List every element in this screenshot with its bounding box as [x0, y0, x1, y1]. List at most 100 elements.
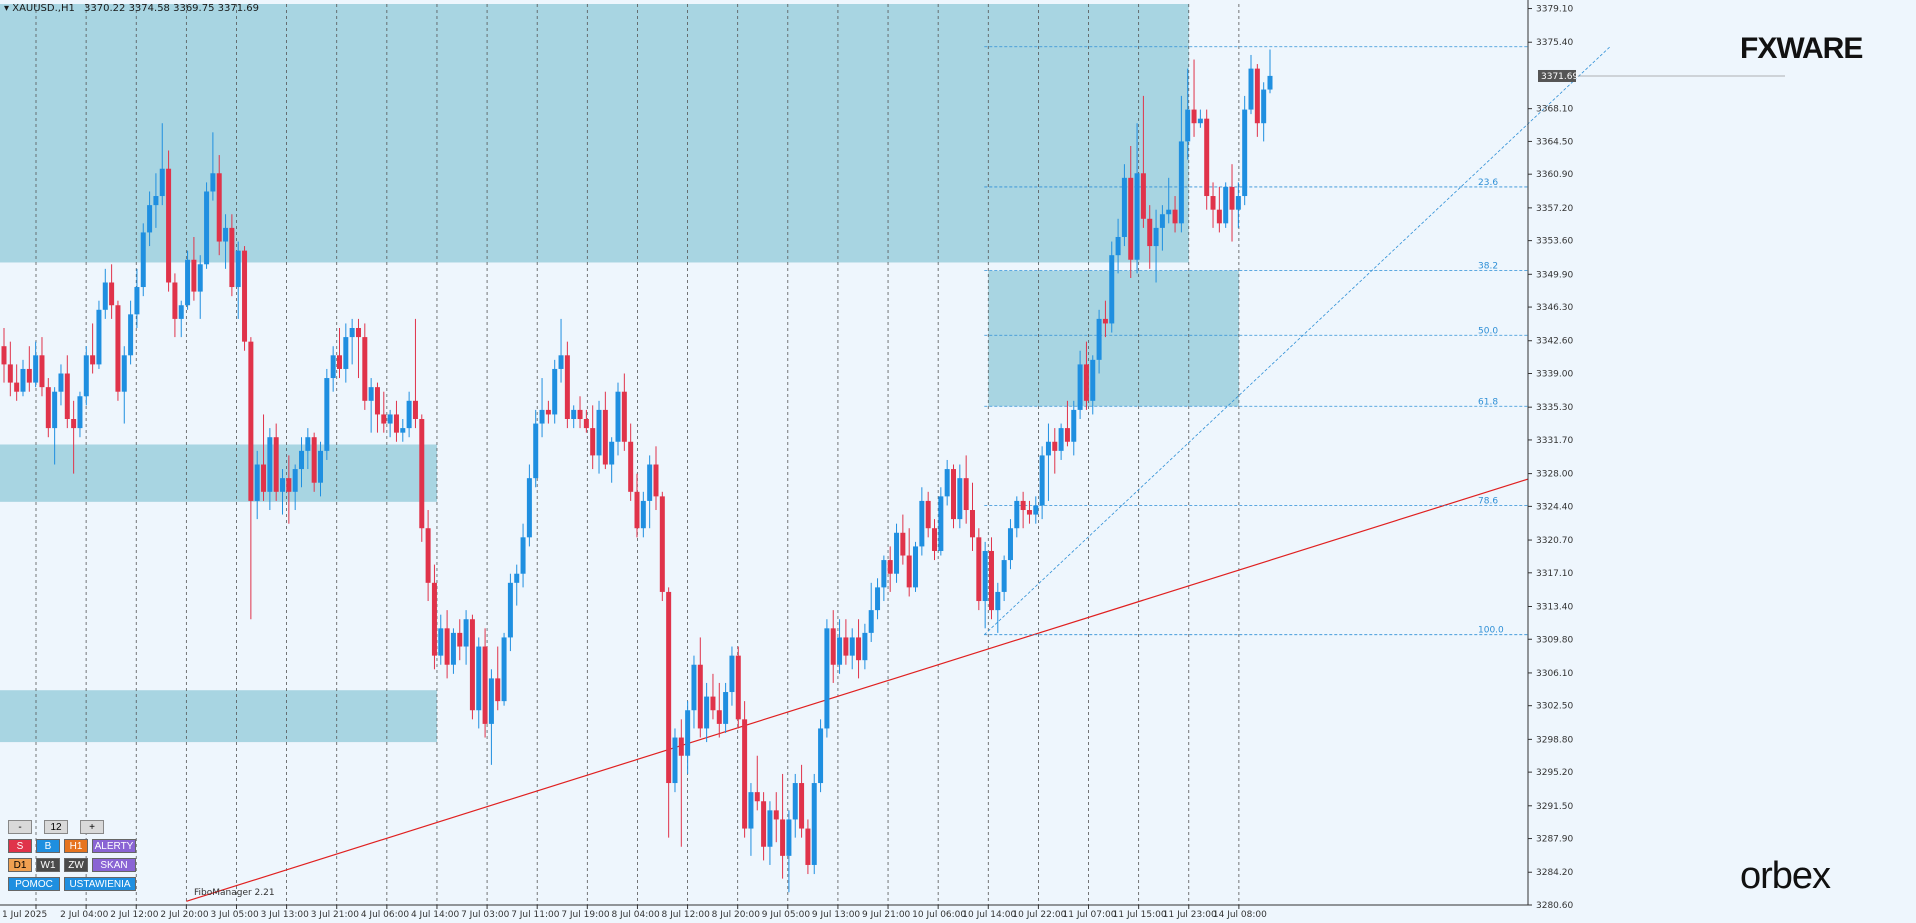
candle-body — [1102, 318, 1108, 324]
candle — [495, 646, 501, 711]
candle — [514, 564, 520, 606]
candle — [58, 364, 64, 406]
candle-body — [786, 819, 792, 856]
candle — [1045, 423, 1051, 501]
candle — [697, 637, 703, 738]
candle-body — [495, 678, 501, 702]
candle-body — [362, 337, 368, 401]
candle-body — [311, 437, 317, 483]
candle-body — [349, 327, 355, 338]
candle-body — [1064, 428, 1070, 442]
fxware-logo-text: FXWARE — [1740, 32, 1863, 65]
dropdown-icon[interactable]: ▾ — [4, 3, 10, 14]
candle-body — [837, 637, 843, 665]
candle-body — [653, 464, 659, 497]
candle-body — [1235, 196, 1241, 210]
time-tick-label: 2 Jul 12:00 — [110, 910, 159, 920]
candle-body — [925, 500, 931, 529]
candle — [843, 619, 849, 665]
price-tick-label: 3375.40 — [1536, 38, 1573, 48]
candle-body — [273, 437, 279, 492]
candle-body — [204, 191, 210, 265]
candle — [754, 755, 760, 811]
candle-body — [1140, 173, 1146, 219]
candle-body — [1204, 118, 1210, 197]
candle-body — [875, 587, 881, 611]
trendline-layer — [186, 478, 1529, 902]
timeframe-h1-button[interactable]: H1 — [64, 839, 88, 853]
candle — [14, 364, 20, 401]
candle-body — [742, 719, 748, 829]
fib-level-label: 100.0 — [1478, 626, 1504, 636]
candle — [507, 573, 513, 652]
candle — [1077, 350, 1083, 420]
candle — [109, 264, 115, 319]
candle — [1172, 196, 1178, 233]
candle-body — [697, 664, 703, 729]
zw-button[interactable]: ZW — [64, 858, 88, 872]
candle — [830, 610, 836, 683]
candle — [488, 669, 494, 765]
candle — [1229, 164, 1235, 242]
time-tick-label: 3 Jul 13:00 — [261, 910, 310, 920]
candle-body — [286, 478, 292, 492]
candle — [7, 341, 13, 397]
fib-diagonal — [984, 46, 1611, 635]
timeframe-d1-button[interactable]: D1 — [8, 858, 32, 872]
candle — [742, 701, 748, 838]
candle-body — [1172, 209, 1178, 224]
candle-body — [1185, 109, 1191, 142]
candle-body — [1026, 510, 1032, 515]
candle — [267, 428, 273, 511]
candle — [128, 300, 134, 365]
candle-body — [564, 355, 570, 420]
candle-body — [71, 419, 77, 429]
candle-body — [938, 496, 944, 551]
candle-body — [558, 355, 564, 369]
time-tick-label: 3 Jul 05:00 — [210, 910, 259, 920]
buy-button[interactable]: B — [36, 839, 60, 853]
timeframe-w1-button[interactable]: W1 — [36, 858, 60, 872]
candle-body — [1109, 255, 1115, 324]
candle — [286, 455, 292, 524]
settings-button[interactable]: USTAWIENIA — [64, 877, 136, 891]
candle-body — [716, 710, 722, 724]
candle — [685, 701, 691, 774]
candle — [115, 300, 121, 401]
candle — [773, 792, 779, 843]
candle — [1039, 446, 1045, 520]
candle-body — [843, 637, 849, 656]
candle — [343, 323, 349, 383]
zoom-out-button[interactable]: - — [8, 820, 32, 834]
sell-button[interactable]: S — [8, 839, 32, 853]
alerts-button[interactable]: ALERTY — [92, 839, 136, 853]
candle — [526, 464, 532, 547]
candle — [799, 764, 805, 838]
candle-body — [463, 619, 469, 647]
candle-body — [1096, 318, 1102, 360]
price-tick-label: 3335.30 — [1536, 403, 1573, 413]
candle-body — [1197, 118, 1203, 124]
candle — [647, 455, 653, 529]
candle-body — [1223, 186, 1229, 224]
candle-body — [526, 478, 532, 538]
help-button[interactable]: POMOC — [8, 877, 60, 891]
zoom-in-button[interactable]: + — [80, 820, 104, 834]
candle — [982, 541, 988, 629]
candle — [223, 214, 229, 269]
candle-body — [1045, 441, 1051, 456]
zoom-level-field[interactable]: 12 — [44, 820, 68, 834]
scan-button[interactable]: SKAN — [92, 858, 136, 872]
candle — [412, 318, 418, 429]
candle-body — [1, 346, 7, 365]
time-tick-label: 3 Jul 21:00 — [311, 910, 360, 920]
candle — [463, 610, 469, 665]
candle — [596, 400, 602, 474]
candle-body — [469, 619, 475, 711]
price-tick-label: 3317.10 — [1536, 569, 1573, 579]
candle-body — [1033, 505, 1039, 515]
time-tick-label: 10 Jul 14:00 — [962, 910, 1016, 920]
candle-body — [799, 783, 805, 829]
